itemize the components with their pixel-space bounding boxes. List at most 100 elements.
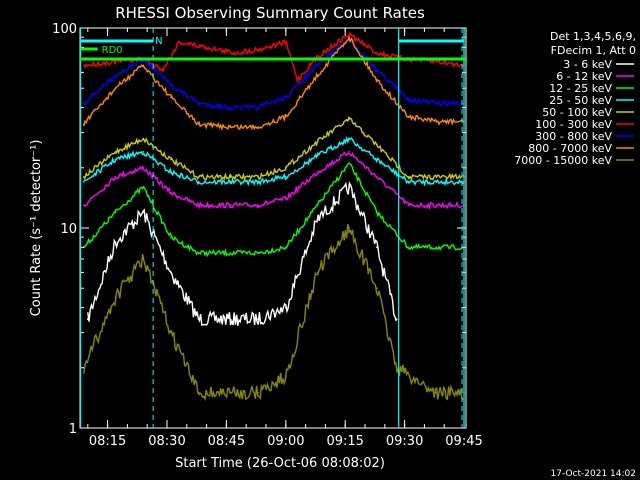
legend-header: Det 1,3,4,5,6,9,: [550, 30, 636, 43]
data-point: [229, 318, 232, 321]
series-line: [83, 162, 464, 258]
series-line: [83, 35, 464, 131]
data-point: [142, 151, 145, 153]
data-point: [375, 211, 378, 214]
data-point: [233, 52, 236, 54]
data-point: [316, 154, 319, 157]
data-point: [284, 246, 287, 249]
data-point: [435, 391, 438, 394]
data-point: [177, 41, 180, 44]
data-point: [257, 391, 259, 394]
data-point: [284, 115, 287, 118]
data-point: [375, 68, 378, 71]
data-point: [316, 218, 319, 221]
data-point: [197, 181, 200, 183]
data-point: [375, 176, 378, 178]
data-point: [348, 36, 351, 39]
series-3: [82, 135, 465, 187]
data-point: [86, 318, 89, 321]
data-point: [407, 115, 410, 118]
data-point: [114, 296, 117, 299]
data-point: [114, 87, 117, 90]
legend-label: 7000 - 15000 keV: [514, 154, 612, 167]
legend-label: 100 - 300 keV: [535, 118, 612, 131]
data-point: [142, 258, 145, 260]
data-point: [229, 176, 232, 178]
data-point: [284, 176, 287, 178]
data-point: [229, 126, 232, 128]
data-point: [348, 227, 351, 229]
data-point: [197, 318, 200, 321]
data-point: [375, 246, 378, 249]
data-point: [170, 331, 172, 334]
data-point: [316, 74, 319, 77]
data-point: [257, 204, 259, 207]
data-point: [114, 241, 117, 244]
data-point: [316, 55, 319, 58]
x-tick-label: 09:30: [386, 434, 423, 449]
data-point: [229, 391, 232, 394]
data-point: [435, 181, 438, 183]
data-point: [435, 120, 438, 123]
series-0: [86, 181, 398, 327]
data-point: [395, 366, 398, 369]
legend-label: 800 - 7000 keV: [528, 142, 612, 155]
data-point: [114, 60, 117, 63]
data-point: [257, 252, 259, 254]
plot-frame: [79, 27, 467, 429]
legend-header: FDecim 1, Att 0: [551, 44, 636, 57]
data-point: [296, 79, 299, 81]
data-point: [316, 140, 319, 143]
night-label: N: [155, 36, 162, 47]
data-point: [284, 306, 287, 309]
y-axis-label: Count Rate (s⁻¹ detector⁻¹): [29, 140, 44, 317]
x-tick-label: 08:30: [148, 434, 185, 449]
series-line: [83, 135, 464, 187]
data-point: [407, 181, 410, 183]
x-tick-label: 09:15: [326, 434, 363, 449]
series-6: [82, 37, 465, 112]
data-point: [407, 204, 410, 207]
data-point: [435, 176, 438, 178]
chart-title: RHESSI Observing Summary Count Rates: [115, 4, 425, 22]
data-point: [170, 171, 172, 174]
data-point: [407, 98, 410, 101]
data-point: [435, 246, 438, 249]
legend-label: 50 - 100 keV: [542, 106, 612, 119]
series-line: [83, 37, 464, 112]
legend-label: 300 - 800 keV: [535, 130, 612, 143]
data-point: [375, 52, 378, 54]
data-point: [142, 64, 145, 67]
data-point: [348, 33, 351, 36]
data-point: [114, 211, 117, 214]
data-point: [284, 96, 287, 99]
data-point: [170, 271, 172, 274]
data-point: [82, 204, 85, 207]
data-point: [375, 158, 378, 161]
data-point: [229, 204, 232, 207]
data-point: [229, 181, 232, 183]
data-point: [257, 176, 259, 178]
data-point: [348, 118, 351, 121]
data-point: [316, 271, 319, 274]
data-point: [170, 83, 172, 86]
data-point: [257, 126, 259, 128]
data-point: [375, 144, 378, 146]
x-tick-label: 08:45: [208, 434, 245, 449]
data-point: [435, 60, 438, 63]
data-point: [257, 106, 259, 109]
x-axis-label: Start Time (26-Oct-06 08:08:02): [175, 456, 385, 471]
data-point: [197, 252, 200, 254]
data-point: [316, 64, 319, 67]
series-7: [82, 35, 465, 131]
data-point: [82, 64, 85, 67]
data-point: [82, 102, 85, 105]
data-point: [142, 137, 145, 140]
data-point: [316, 171, 319, 174]
data-point: [435, 204, 438, 207]
data-point: [229, 106, 232, 109]
data-point: [257, 318, 259, 321]
data-point: [229, 252, 232, 254]
series-line: [83, 223, 464, 402]
